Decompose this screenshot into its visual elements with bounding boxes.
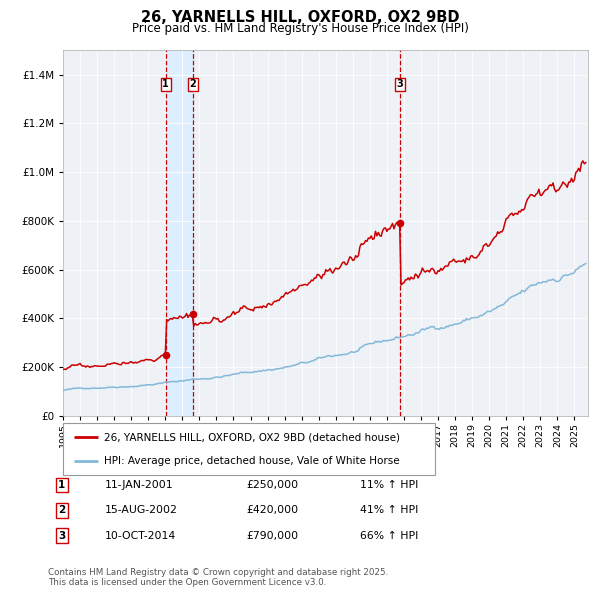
Text: £250,000: £250,000 xyxy=(246,480,298,490)
Text: 11-JAN-2001: 11-JAN-2001 xyxy=(105,480,173,490)
Text: HPI: Average price, detached house, Vale of White Horse: HPI: Average price, detached house, Vale… xyxy=(104,456,400,466)
Text: 66% ↑ HPI: 66% ↑ HPI xyxy=(360,531,418,540)
Bar xyxy=(166,50,193,416)
Text: 2: 2 xyxy=(58,506,65,515)
Text: £420,000: £420,000 xyxy=(246,506,298,515)
Text: 26, YARNELLS HILL, OXFORD, OX2 9BD: 26, YARNELLS HILL, OXFORD, OX2 9BD xyxy=(141,10,459,25)
Text: Contains HM Land Registry data © Crown copyright and database right 2025.
This d: Contains HM Land Registry data © Crown c… xyxy=(48,568,388,587)
Text: 3: 3 xyxy=(397,79,404,89)
Text: 41% ↑ HPI: 41% ↑ HPI xyxy=(360,506,418,515)
Text: 26, YARNELLS HILL, OXFORD, OX2 9BD (detached house): 26, YARNELLS HILL, OXFORD, OX2 9BD (deta… xyxy=(104,432,400,442)
Text: 3: 3 xyxy=(58,531,65,540)
Text: 11% ↑ HPI: 11% ↑ HPI xyxy=(360,480,418,490)
Text: 10-OCT-2014: 10-OCT-2014 xyxy=(105,531,176,540)
Text: £790,000: £790,000 xyxy=(246,531,298,540)
Text: 1: 1 xyxy=(163,79,169,89)
Text: Price paid vs. HM Land Registry's House Price Index (HPI): Price paid vs. HM Land Registry's House … xyxy=(131,22,469,35)
Text: 15-AUG-2002: 15-AUG-2002 xyxy=(105,506,178,515)
Text: 1: 1 xyxy=(58,480,65,490)
Text: 2: 2 xyxy=(190,79,196,89)
